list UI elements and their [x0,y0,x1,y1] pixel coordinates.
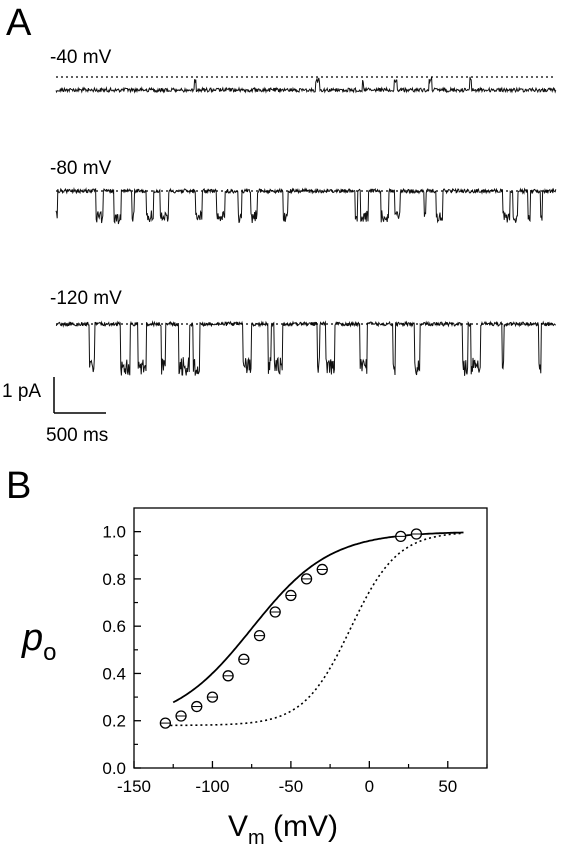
data-points [159,528,423,729]
single-channel-traces [55,76,557,376]
trace-label-40: -40 mV [50,47,112,68]
trace-label-120: -120 mV [50,288,122,309]
scale-bar [53,377,106,414]
scale-bar-current-label: 1 pA [2,381,42,402]
x-axis-ticks: -150 -100 -50 0 50 [117,761,488,796]
y-tick-label: 0.4 [102,664,126,683]
y-axis-ticks: 0.0 0.2 0.4 0.6 0.8 1.0 [102,523,141,778]
panel-a-label: A [6,2,32,44]
trace-label-80: -80 mV [50,158,112,179]
y-axis-label-subscript: o [43,639,56,666]
fit-curve-solid [172,531,464,704]
chart-frame [133,507,488,769]
po-voltage-chart: 0.0 0.2 0.4 0.6 0.8 1.0 -150 -100 -50 0 50 po Vm … [21,507,488,849]
y-tick-label: 0.6 [102,617,126,636]
x-tick-label: -50 [279,777,304,796]
y-tick-label: 1.0 [102,523,126,542]
y-tick-label: 0.2 [102,712,126,731]
panel-b-label: B [6,465,32,507]
scale-bar-time-label: 500 ms [46,425,109,446]
x-axis-label-subscript: m [248,827,265,849]
trace-minus-80-mv [55,187,557,225]
trace-minus-40-mv [55,76,557,94]
x-tick-label: 0 [365,777,374,796]
x-axis-label: Vm (mV) [228,810,338,849]
trace-minus-120-mv [55,320,556,376]
y-axis-label: po [21,617,57,666]
y-tick-label: 0.0 [102,759,126,778]
x-tick-label: -100 [195,777,229,796]
x-axis-label-unit: (mV) [265,810,338,843]
y-tick-label: 0.8 [102,570,126,589]
x-tick-label: -150 [117,777,151,796]
x-tick-label: 50 [438,777,457,796]
